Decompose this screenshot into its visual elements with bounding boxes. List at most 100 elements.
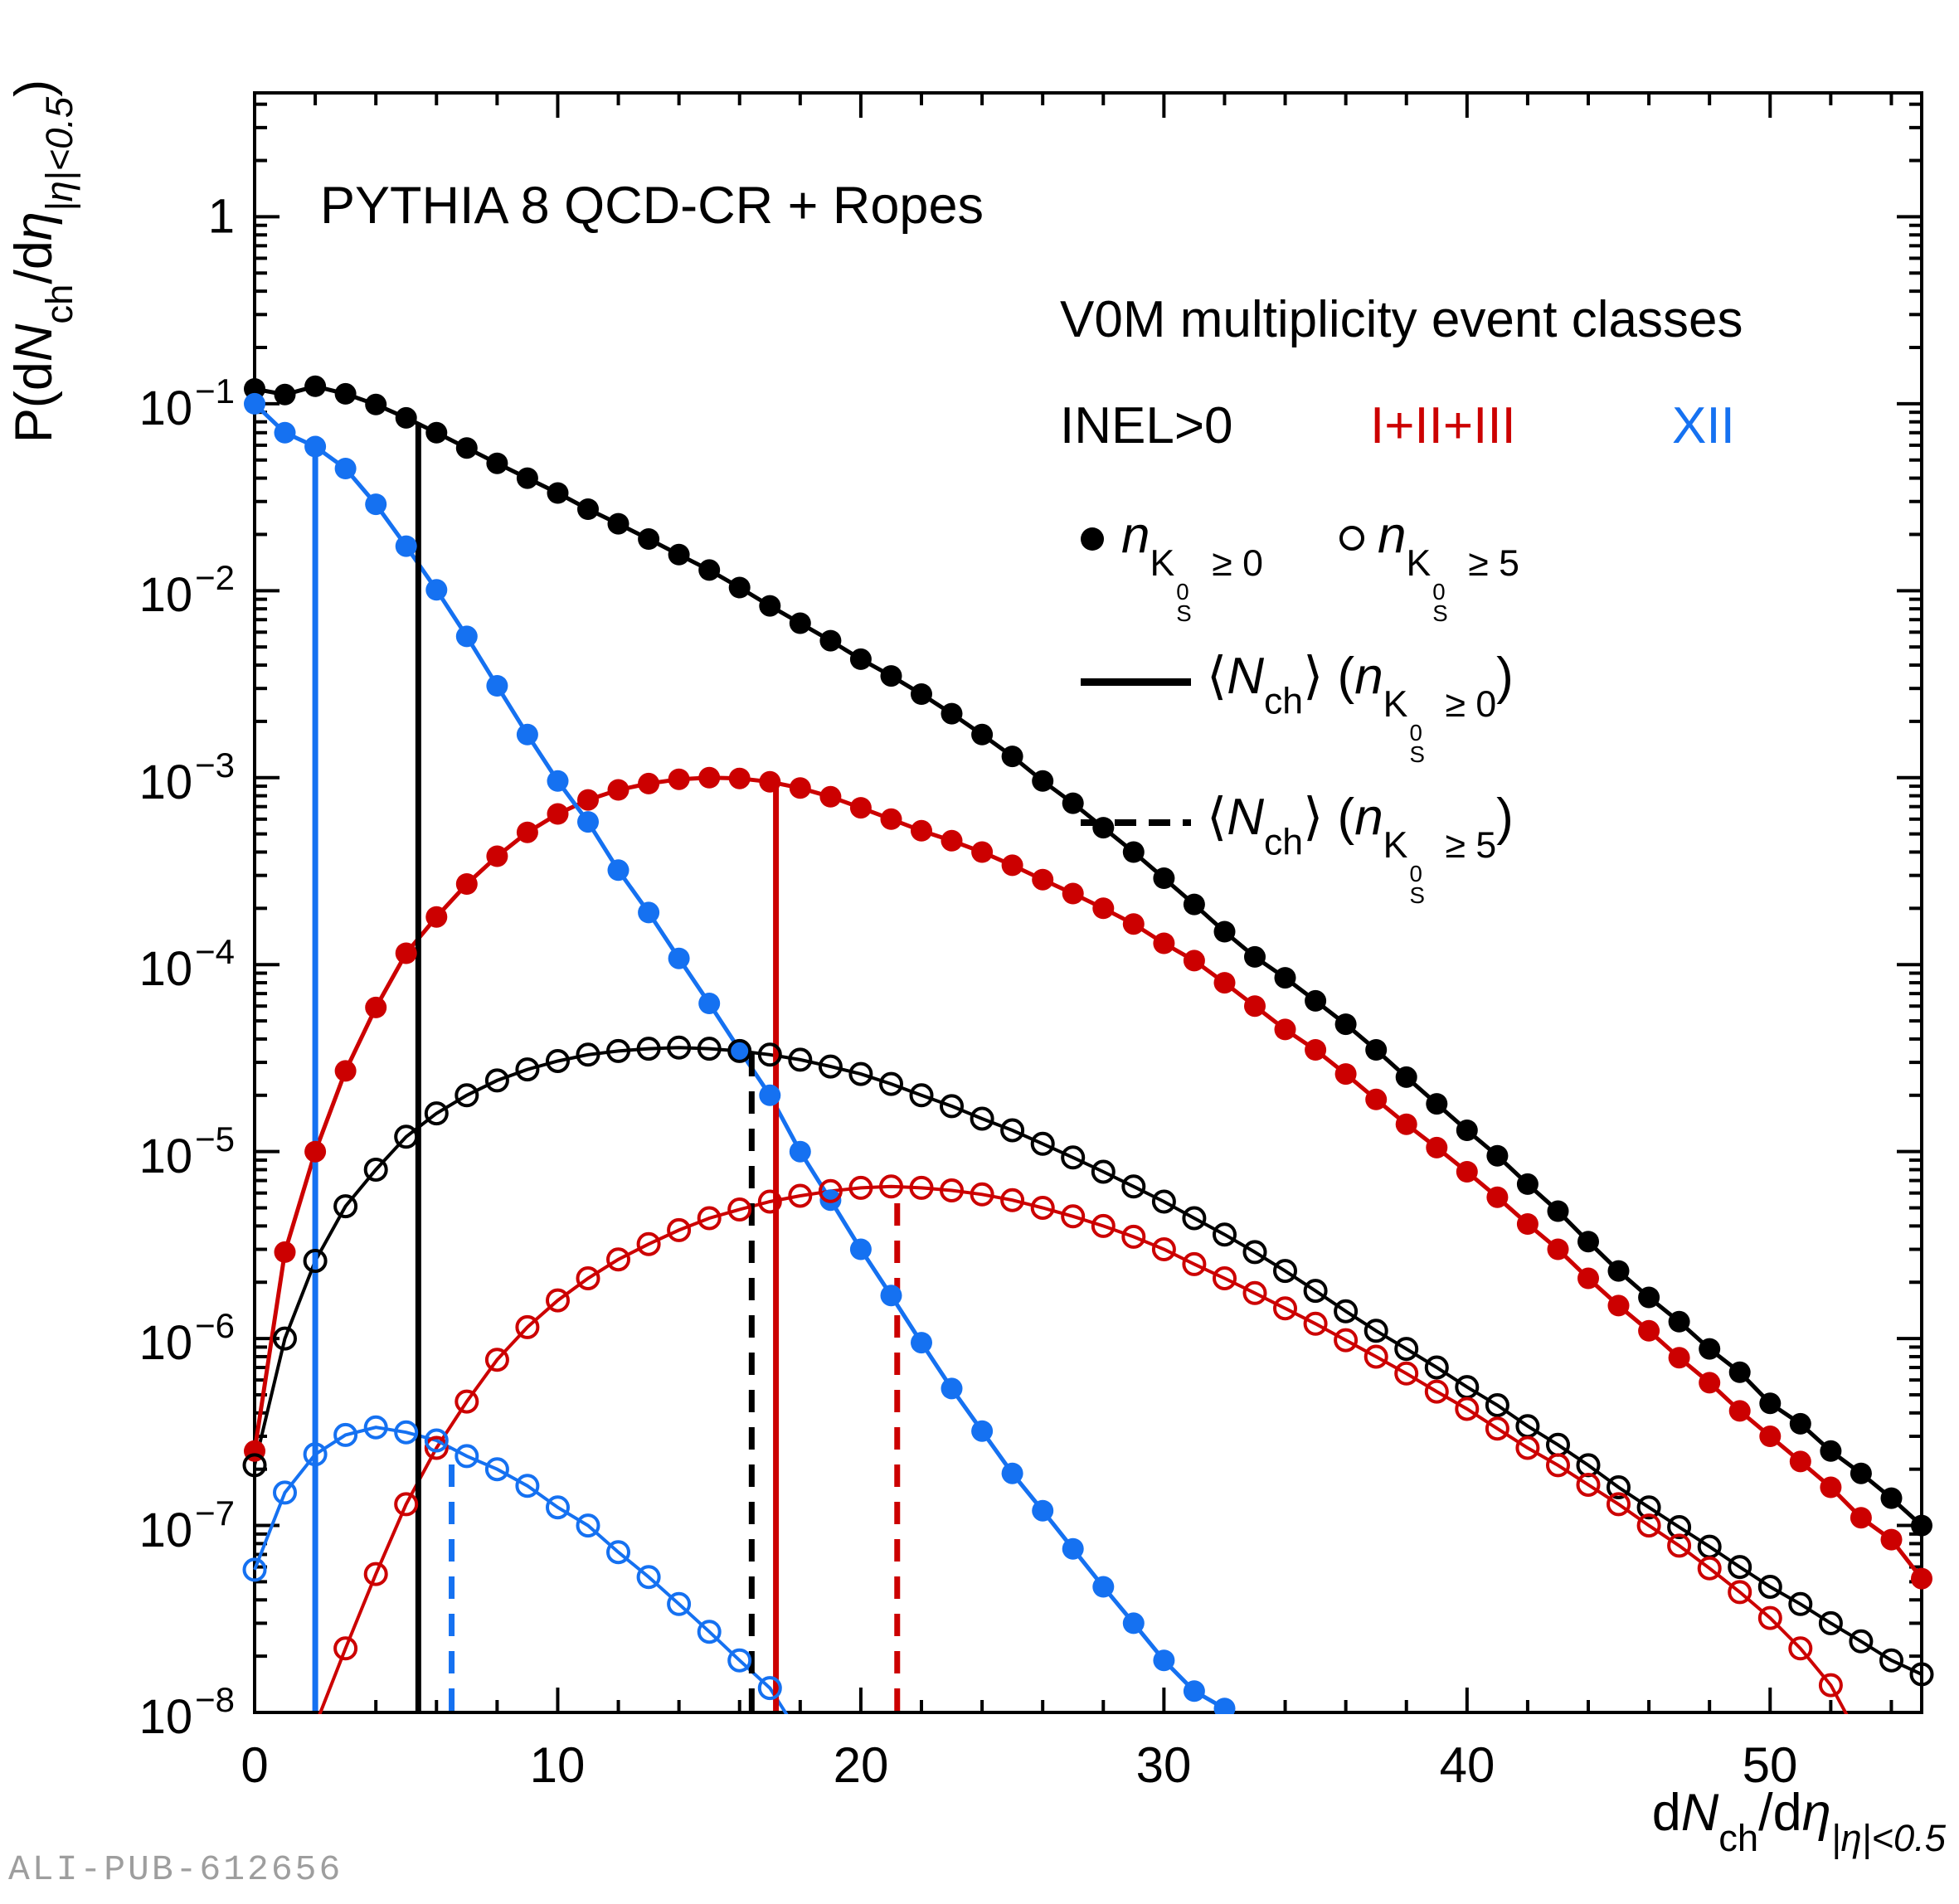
marker-point <box>1577 1231 1599 1253</box>
marker-point <box>547 803 569 825</box>
marker-point <box>879 1174 903 1199</box>
marker-point <box>1636 1495 1661 1520</box>
marker-point <box>727 1648 752 1673</box>
marker-point <box>636 1565 661 1590</box>
marker-point <box>1092 817 1115 839</box>
marker-point <box>1880 1528 1903 1551</box>
marker-point <box>1699 1338 1721 1360</box>
marker-point <box>1911 1514 1932 1537</box>
marker-point <box>698 766 721 789</box>
marker-point <box>607 512 630 535</box>
marker-point <box>941 829 963 852</box>
marker-point <box>1394 1361 1419 1386</box>
marker-point <box>788 1183 813 1208</box>
marker-point <box>244 378 265 400</box>
marker-point <box>303 1442 328 1467</box>
marker-point <box>1638 1319 1660 1342</box>
marker-point <box>1818 1673 1843 1698</box>
marker-point <box>668 543 690 566</box>
marker-point <box>1305 989 1327 1012</box>
marker-point <box>1576 1473 1601 1497</box>
marker-point <box>424 1435 449 1460</box>
marker-point <box>1183 950 1205 972</box>
marker-point <box>971 1420 994 1442</box>
marker-point <box>1061 1204 1086 1229</box>
marker-point <box>1334 1328 1359 1353</box>
marker-point <box>1818 1610 1843 1635</box>
marker-point <box>394 1492 419 1517</box>
marker-point <box>1424 1379 1449 1404</box>
marker-point <box>879 1071 903 1096</box>
marker-point <box>1030 1131 1055 1156</box>
marker-point <box>515 1474 540 1498</box>
marker-point <box>425 906 448 928</box>
marker-point <box>274 1241 296 1263</box>
marker-point <box>1485 1416 1509 1441</box>
marker-point <box>1547 1200 1569 1222</box>
marker-point <box>1122 913 1145 935</box>
marker-point <box>363 1415 388 1440</box>
marker-point <box>1153 932 1175 954</box>
marker-point <box>1757 1575 1782 1599</box>
marker-point <box>1032 1499 1054 1522</box>
marker-point <box>1183 1680 1205 1702</box>
marker-point <box>1607 1492 1631 1517</box>
marker-point <box>1607 1294 1630 1317</box>
marker-point <box>1395 1066 1417 1088</box>
marker-point <box>728 1039 751 1061</box>
marker-point <box>455 873 478 895</box>
marker-point <box>455 1083 479 1108</box>
marker-point <box>1121 1174 1146 1199</box>
marker-point <box>1213 1266 1237 1290</box>
marker-point <box>849 797 872 819</box>
marker-point <box>1486 1144 1509 1167</box>
marker-point <box>1486 1186 1509 1208</box>
marker-point <box>273 1480 297 1505</box>
marker-point <box>668 947 690 969</box>
marker-point <box>1062 792 1084 814</box>
marker-point <box>1607 1260 1630 1282</box>
marker-point <box>667 1591 692 1616</box>
marker-point <box>1788 1591 1813 1616</box>
marker-point <box>697 1037 722 1061</box>
marker-point <box>606 1540 630 1565</box>
marker-point <box>1546 1453 1570 1478</box>
marker-point <box>911 683 932 705</box>
marker-point <box>1909 1662 1934 1687</box>
marker-point <box>1547 1238 1569 1260</box>
marker-point <box>1456 1120 1478 1141</box>
marker-point <box>698 993 721 1014</box>
marker-point <box>365 996 387 1018</box>
marker-point <box>1001 854 1023 877</box>
marker-point <box>1303 1311 1328 1336</box>
marker-point <box>394 1420 419 1445</box>
marker-point <box>1030 1196 1055 1220</box>
marker-point <box>1242 1280 1267 1305</box>
marker-point <box>455 437 478 459</box>
marker-point <box>728 576 751 599</box>
marker-point <box>757 1042 782 1067</box>
marker-point <box>788 1047 813 1072</box>
series-line-v0mXII-ge0 <box>253 402 1230 1714</box>
marker-point <box>1424 1355 1449 1380</box>
marker-point <box>576 1513 600 1538</box>
marker-point <box>697 1206 722 1231</box>
marker-point <box>971 841 994 863</box>
marker-point <box>759 595 781 617</box>
marker-point <box>1699 1372 1721 1394</box>
marker-point <box>1789 1450 1811 1473</box>
marker-point <box>577 498 599 520</box>
marker-point <box>334 1060 357 1082</box>
marker-point <box>546 1049 570 1073</box>
marker-point <box>334 382 357 405</box>
marker-point <box>909 1083 934 1108</box>
marker-point <box>607 779 630 801</box>
marker-point <box>1244 995 1266 1018</box>
marker-point <box>333 1636 358 1661</box>
marker-point <box>880 808 902 830</box>
marker-point <box>1062 882 1084 905</box>
marker-point <box>1757 1605 1782 1630</box>
marker-point <box>1092 897 1115 920</box>
